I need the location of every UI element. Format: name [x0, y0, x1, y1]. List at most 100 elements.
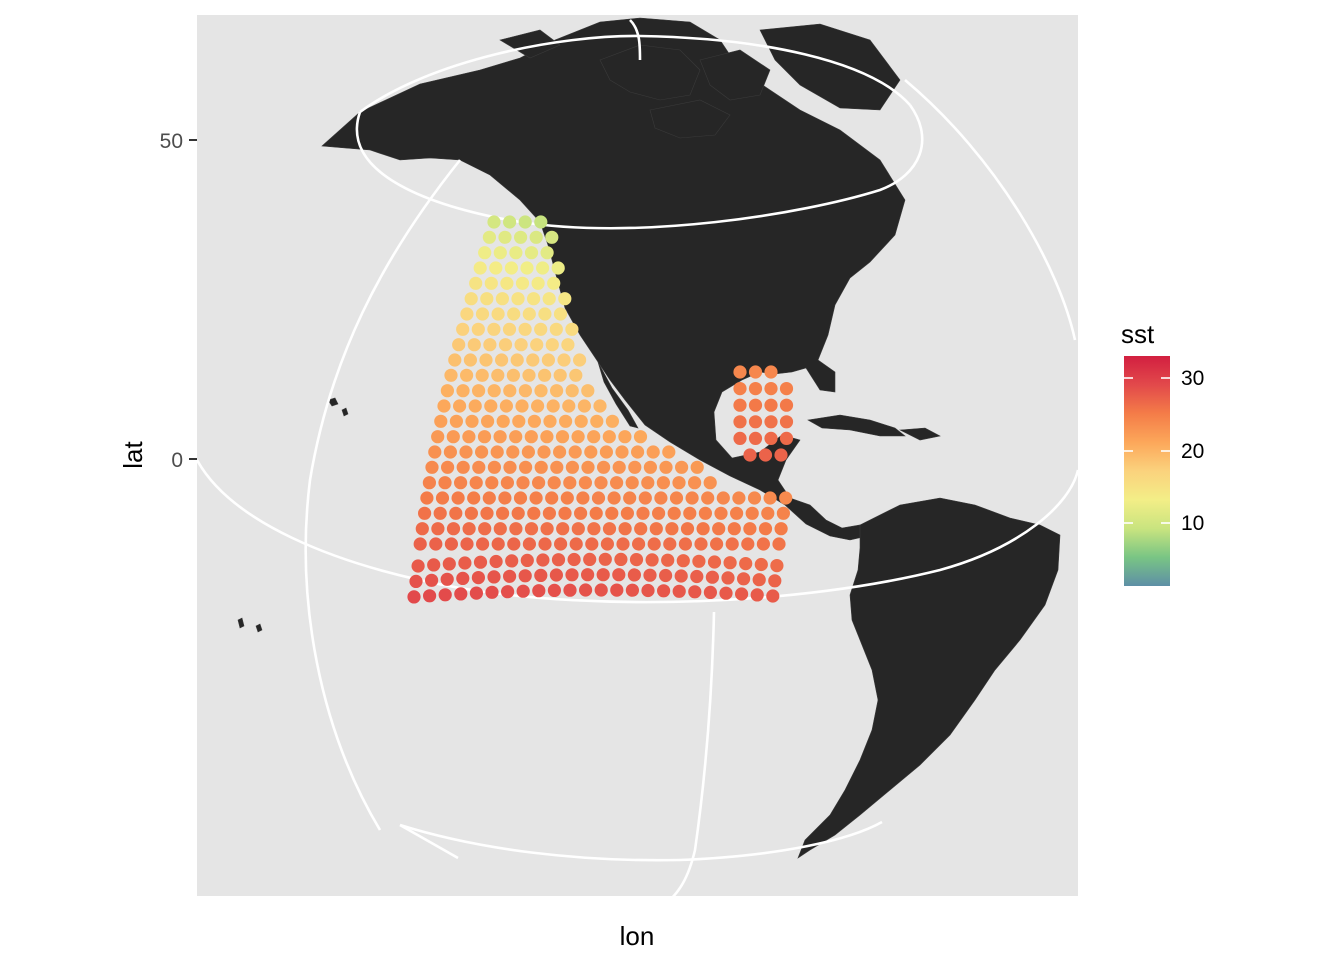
sst-point	[503, 384, 517, 398]
sst-point	[616, 537, 630, 551]
sst-point	[520, 261, 534, 275]
legend: sst 30 20 10	[1121, 319, 1204, 586]
sst-point	[473, 261, 487, 275]
sst-point	[701, 491, 715, 505]
sst-point	[482, 491, 496, 505]
sst-point	[485, 585, 499, 599]
sst-point	[475, 368, 489, 382]
sst-point	[761, 506, 775, 520]
sst-point	[672, 584, 686, 598]
sst-point	[581, 384, 595, 398]
sst-point	[472, 384, 486, 398]
sst-point	[456, 384, 470, 398]
sst-point	[774, 522, 788, 536]
sst-point	[507, 307, 521, 321]
sst-point	[571, 522, 585, 536]
sst-point	[542, 292, 556, 306]
sst-point	[587, 522, 601, 536]
sst-point	[632, 537, 646, 551]
sst-point	[553, 445, 567, 459]
sst-point	[522, 537, 537, 551]
sst-point	[411, 559, 425, 573]
sst-point	[442, 557, 456, 571]
sst-point	[545, 338, 559, 352]
sst-point	[594, 476, 608, 490]
sst-point	[543, 414, 557, 428]
sst-point	[565, 322, 579, 336]
sst-point	[633, 430, 648, 444]
sst-point	[469, 276, 483, 290]
sst-point	[779, 431, 794, 445]
sst-point	[634, 522, 648, 536]
sst-point	[502, 322, 517, 336]
sst-point	[472, 460, 486, 474]
sst-point	[500, 476, 514, 490]
sst-point	[519, 460, 533, 474]
sst-point	[529, 230, 543, 244]
sst-point	[721, 571, 735, 585]
sst-point	[743, 448, 757, 462]
sst-point	[560, 491, 574, 505]
sst-point	[557, 353, 571, 367]
sst-point	[545, 230, 559, 244]
graticule-line-lat-60-back	[359, 34, 911, 114]
sst-point	[558, 292, 572, 306]
sst-point	[730, 506, 744, 520]
sst-point	[602, 522, 617, 536]
sst-point	[480, 506, 494, 520]
sst-point	[527, 506, 541, 520]
sst-point	[745, 506, 759, 520]
sst-point	[593, 399, 607, 413]
graticule-line-lat-minus-60-stub	[399, 823, 459, 860]
sst-point	[585, 537, 599, 551]
land-arctic-islands	[499, 29, 771, 139]
sst-point	[763, 491, 777, 505]
sst-point	[675, 460, 689, 474]
sst-point	[599, 445, 614, 459]
sst-point	[536, 261, 550, 275]
sst-point	[435, 491, 450, 505]
sst-point	[569, 537, 583, 551]
sst-point	[551, 261, 565, 275]
sst-point	[530, 338, 544, 352]
sst-point	[733, 398, 747, 412]
sst-point	[542, 506, 557, 520]
sst-point	[569, 368, 583, 382]
sst-point	[703, 585, 718, 600]
sst-point	[534, 215, 548, 229]
sst-point	[663, 537, 677, 551]
sst-point	[748, 365, 763, 379]
sst-point	[594, 583, 608, 597]
sst-point	[574, 414, 588, 428]
sst-point	[518, 322, 532, 336]
sst-point	[444, 537, 458, 551]
sst-point	[625, 476, 639, 490]
sst-point	[727, 522, 741, 536]
sst-point	[605, 506, 619, 520]
sst-point	[490, 445, 504, 459]
sst-point	[692, 554, 706, 568]
sst-point	[674, 569, 688, 583]
sst-point	[464, 506, 478, 520]
sst-point	[509, 246, 523, 260]
sst-point	[567, 552, 581, 567]
sst-point	[659, 568, 673, 583]
sst-point	[498, 491, 512, 505]
sst-point	[484, 276, 498, 290]
sst-point	[428, 445, 442, 459]
sst-point	[748, 398, 763, 412]
sst-point	[766, 589, 780, 603]
sst-point	[614, 552, 628, 567]
sst-point	[437, 399, 451, 413]
sst-point	[754, 557, 768, 572]
land-pacific-islands	[237, 397, 349, 633]
sst-point	[469, 586, 483, 600]
legend-label-10: 10	[1181, 512, 1204, 535]
y-tick-label-50: 50	[160, 130, 183, 153]
sst-point	[573, 353, 587, 367]
sst-point	[540, 522, 554, 536]
sst-point	[451, 491, 465, 505]
sst-point	[473, 555, 488, 569]
sst-point	[531, 399, 545, 413]
sst-point	[627, 568, 642, 582]
